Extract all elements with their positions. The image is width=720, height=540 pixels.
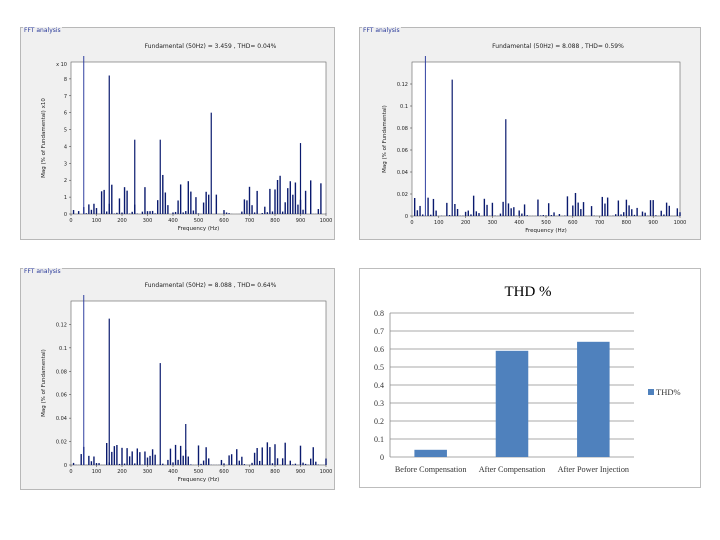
y-tick-label: 8	[64, 77, 67, 83]
y-tick-label: 0.06	[56, 393, 67, 399]
x-tick-label: 800	[270, 218, 280, 224]
y-tick-label: 0.04	[56, 416, 67, 422]
y-tick-label: 0.12	[397, 82, 408, 88]
y-tick-label: 5	[64, 128, 67, 134]
y-axis-label: Mag (% of Fundamental)	[41, 349, 47, 417]
thd-bar	[414, 449, 447, 457]
fft-panel-bottom-left: Fundamental (50Hz) = 8.088 , THD= 0.64% 0…	[20, 268, 335, 490]
x-tick-label: 1000	[320, 469, 333, 475]
x-tick-label: 0	[69, 218, 72, 224]
y-tick-label: 0.1	[59, 346, 67, 352]
x-tick-label: 800	[270, 469, 280, 475]
thd-bar	[577, 341, 610, 457]
plot-area	[411, 61, 681, 217]
panel-title: FFT analysis	[23, 268, 62, 275]
x-tick-label: 500	[541, 220, 551, 226]
x-tick-label: 200	[461, 220, 471, 226]
x-tick-label: 500	[194, 218, 204, 224]
x-tick-label: 400	[168, 218, 178, 224]
legend-label: THD%	[656, 387, 681, 397]
x-tick-label: 300	[143, 218, 153, 224]
x-tick-label: 700	[245, 218, 255, 224]
y-tick-label: 2	[64, 178, 67, 184]
x-tick-label: 100	[434, 220, 444, 226]
x-tick-label: 0	[69, 469, 72, 475]
x-tick-label: 100	[92, 469, 102, 475]
fft-chart-top-right: Fundamental (50Hz) = 8.088 , THD= 0.59% 0…	[382, 43, 687, 234]
y-tick-label: 0.1	[400, 104, 408, 110]
fft-chart-title: Fundamental (50Hz) = 8.088 , THD= 0.59%	[492, 43, 624, 50]
y-tick-label: 0	[380, 453, 384, 462]
x-tick-label: 600	[219, 469, 229, 475]
y-tick-label: 0	[64, 463, 67, 469]
y-tick-label: 0.08	[56, 369, 67, 375]
y-tick-label: 0.5	[374, 363, 384, 372]
x-tick-label: 900	[648, 220, 658, 226]
x-tick-label: 700	[245, 469, 255, 475]
fft-chart-top-left: Fundamental (50Hz) = 3.459 , THD= 0.04% 0…	[41, 43, 333, 232]
plot-area	[70, 61, 327, 215]
thd-bar	[495, 350, 529, 457]
x-tick-label: 1000	[674, 220, 687, 226]
x-tick-label: 900	[296, 469, 306, 475]
x-tick-label: 300	[143, 469, 153, 475]
y-tick-label: 1	[64, 195, 67, 201]
x-tick-label: 0	[410, 220, 413, 226]
plot-area	[70, 300, 327, 466]
y-scale-label: x 10	[56, 62, 67, 68]
panel-title: FFT analysis	[362, 27, 401, 34]
y-tick-label: 0.04	[397, 170, 408, 176]
x-tick-label: 200	[117, 469, 127, 475]
y-tick-label: 0	[405, 214, 408, 220]
x-tick-label: 400	[168, 469, 178, 475]
y-tick-label: 0.02	[56, 440, 67, 446]
y-tick-label: 4	[64, 144, 67, 150]
y-tick-label: 0.3	[374, 399, 384, 408]
x-tick-label: 800	[622, 220, 632, 226]
y-tick-label: 6	[64, 111, 67, 117]
x-category-label: Before Compensation	[395, 465, 467, 474]
x-tick-label: 200	[117, 218, 127, 224]
y-tick-label: 0.2	[374, 417, 384, 426]
y-tick-label: 3	[64, 161, 67, 167]
x-category-label: After Power Injection	[558, 465, 629, 474]
y-tick-label: 0.6	[374, 345, 384, 354]
panel-title: FFT analysis	[23, 27, 62, 34]
x-category-label: After Compensation	[479, 465, 546, 474]
fft-chart-title: Fundamental (50Hz) = 3.459 , THD= 0.04%	[145, 43, 277, 50]
y-tick-label: 0.02	[397, 192, 408, 198]
y-tick-label: 0.8	[374, 309, 384, 318]
y-tick-label: 0.08	[397, 126, 408, 132]
x-tick-label: 900	[296, 218, 306, 224]
thd-chart-title: THD %	[504, 284, 551, 300]
fft-chart-title: Fundamental (50Hz) = 8.088 , THD= 0.64%	[145, 282, 277, 289]
y-tick-label: 0.12	[56, 322, 67, 328]
y-tick-label: 0.4	[374, 381, 384, 390]
y-tick-label: 0.7	[374, 327, 384, 336]
x-tick-label: 600	[219, 218, 229, 224]
fft-panel-top-left: Fundamental (50Hz) = 3.459 , THD= 0.04% 0…	[20, 27, 335, 240]
legend-swatch	[648, 389, 654, 395]
x-axis-label: Frequency (Hz)	[525, 228, 566, 234]
x-tick-label: 600	[568, 220, 578, 226]
y-tick-label: 0.1	[374, 435, 384, 444]
y-axis-label: Mag (% of Fundamental)	[382, 105, 388, 173]
x-tick-label: 100	[92, 218, 102, 224]
x-tick-label: 300	[488, 220, 498, 226]
fft-panel-top-right: Fundamental (50Hz) = 8.088 , THD= 0.59% 0…	[359, 27, 701, 240]
x-tick-label: 1000	[320, 218, 333, 224]
x-axis-label: Frequency (Hz)	[178, 477, 219, 483]
x-tick-label: 700	[595, 220, 605, 226]
y-tick-label: 0.06	[397, 148, 408, 154]
y-tick-label: 7	[64, 94, 67, 100]
fft-chart-bottom-left: Fundamental (50Hz) = 8.088 , THD= 0.64% 0…	[41, 282, 333, 483]
y-axis-label: Mag (% of Fundamental) x10	[41, 98, 47, 178]
y-tick-label: 0	[64, 212, 67, 218]
x-axis-label: Frequency (Hz)	[178, 226, 219, 232]
x-tick-label: 500	[194, 469, 204, 475]
x-tick-label: 400	[514, 220, 524, 226]
thd-bar-chart-panel: THD % 0 0.1 0.2 0.3 0.4 0.5 0.6 0.7 0.8 Before Com…	[359, 268, 701, 488]
thd-bar-chart: THD % 0 0.1 0.2 0.3 0.4 0.5 0.6 0.7 0.8 Before Com…	[374, 284, 681, 474]
